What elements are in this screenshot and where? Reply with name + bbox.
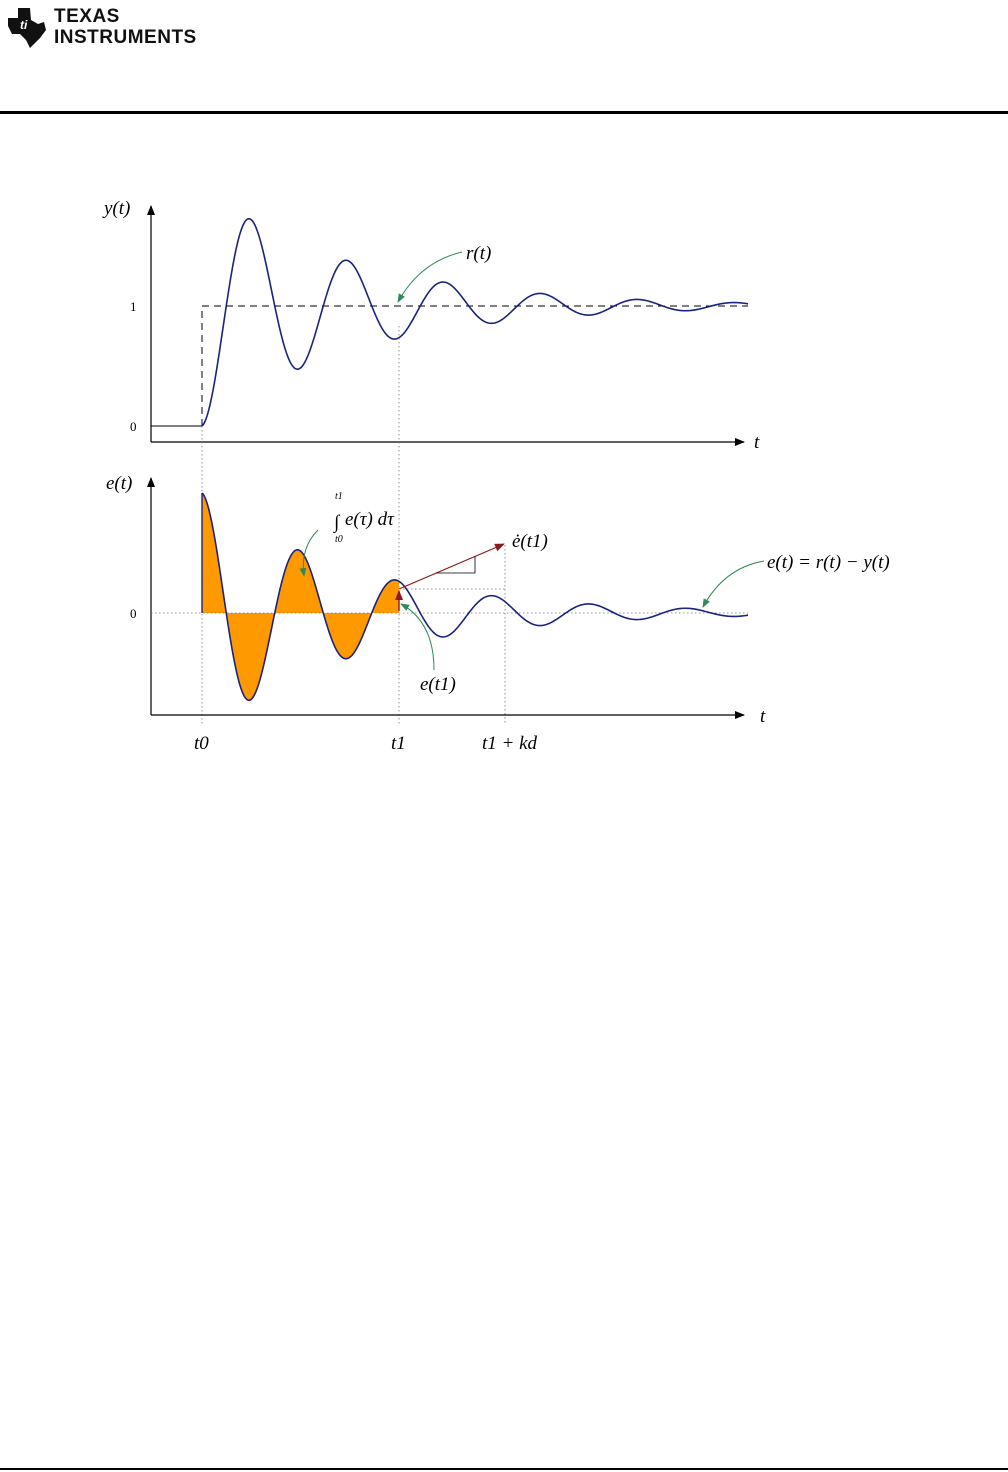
integral-area — [202, 493, 399, 701]
slope-triangle — [436, 556, 476, 574]
brand-line-2: Instruments — [54, 27, 197, 48]
bottom-plot: e(t) t 0 t1 ∫ t0 e(τ) dτ ė(t1) e(t1) e(t… — [106, 473, 890, 727]
bottom-x-axis-label: t — [760, 706, 766, 727]
top-tick-1: 1 — [130, 299, 137, 314]
equation-pointer — [702, 560, 765, 608]
integral-pointer — [299, 529, 319, 577]
derivative-label: ė(t1) — [512, 531, 548, 552]
brand-line-1: Texas — [54, 6, 120, 27]
derivative-arrow — [398, 543, 505, 590]
integral-sign: ∫ — [333, 512, 341, 534]
top-tick-0: 0 — [130, 419, 137, 434]
texas-state-icon: ti — [8, 8, 46, 48]
ti-logo: ti Texas Instruments — [4, 4, 197, 50]
header-rule — [0, 111, 1008, 114]
time-labels: t0 t1 t1 + kd — [194, 733, 538, 754]
equation-label: e(t) = r(t) − y(t) — [767, 552, 890, 573]
bottom-y-axis-label: e(t) — [106, 473, 132, 494]
output-response-curve — [201, 217, 749, 427]
integral-upper-limit: t1 — [335, 491, 343, 502]
integral-lower-limit: t0 — [335, 534, 343, 545]
top-plot: y(t) t 1 0 r(t) — [102, 198, 760, 453]
point-label: e(t1) — [420, 674, 456, 695]
footer-rule — [0, 1468, 1008, 1470]
reference-label: r(t) — [466, 243, 491, 264]
svg-text:ti: ti — [20, 18, 28, 32]
reference-pointer — [397, 251, 463, 303]
reference-step — [201, 305, 748, 426]
error-curve — [201, 492, 749, 702]
t0-label: t0 — [194, 733, 209, 754]
t1-label: t1 — [391, 733, 406, 754]
integral-body: e(τ) dτ — [345, 509, 395, 530]
top-x-axis-label: t — [754, 432, 760, 453]
point-pointer — [400, 603, 435, 671]
t1-plus-kd-label: t1 + kd — [482, 733, 538, 754]
top-y-axis-label: y(t) — [102, 198, 130, 219]
bottom-tick-0: 0 — [130, 606, 137, 621]
